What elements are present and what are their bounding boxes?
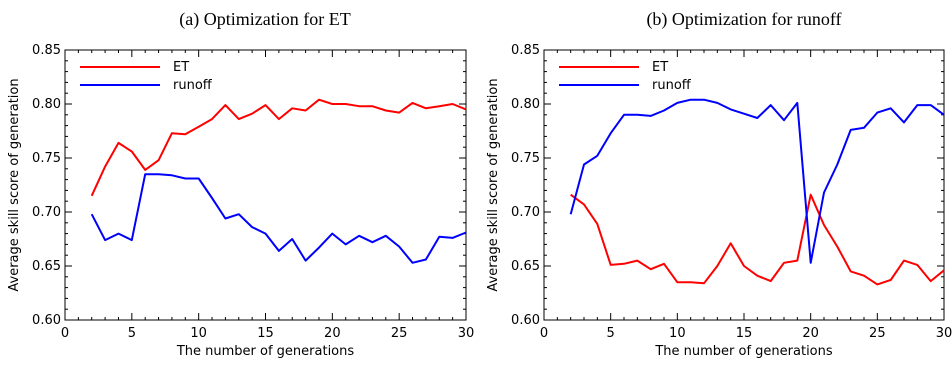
y-tick-label: 0.80 — [511, 97, 540, 112]
x-axis-label: The number of generations — [654, 344, 833, 359]
chart-title: (b) Optimization for runoff — [646, 9, 841, 30]
y-tick-label: 0.75 — [32, 151, 61, 166]
y-tick-label: 0.70 — [511, 205, 540, 220]
x-tick-label: 30 — [936, 326, 952, 341]
y-tick-label: 0.70 — [32, 205, 61, 220]
x-tick-label: 20 — [802, 326, 819, 341]
x-tick-label: 0 — [61, 326, 69, 341]
y-tick-label: 0.65 — [511, 259, 540, 274]
legend-label-runoff: runoff — [173, 78, 213, 93]
x-tick-label: 0 — [540, 326, 548, 341]
x-tick-label: 25 — [869, 326, 886, 341]
legend-label-et: ET — [173, 60, 189, 75]
y-tick-label: 0.65 — [32, 259, 61, 274]
series-line-runoff — [90, 173, 467, 264]
plot-frame — [543, 49, 945, 321]
y-axis-label: Average skill score of generation — [486, 78, 501, 291]
legend-label-et: ET — [652, 60, 668, 75]
legend-label-runoff: runoff — [652, 78, 692, 93]
x-tick-label: 10 — [190, 326, 207, 341]
x-tick-label: 10 — [669, 326, 686, 341]
x-axis-label: The number of generations — [176, 344, 355, 359]
plot-frame — [64, 49, 467, 321]
series-line-et — [570, 193, 945, 286]
y-tick-label: 0.80 — [32, 97, 61, 112]
chart-panel-b: (b) Optimization for runoff 0 5 10 15 20 25 30 0… — [486, 9, 952, 359]
x-tick-label: 25 — [391, 326, 408, 341]
y-axis-label: Average skill score of generation — [7, 78, 22, 291]
y-tick-label: 0.60 — [511, 313, 540, 328]
chart-panel-a: (a) Optimization for ET 0 5 10 15 20 25 30 0.60 0… — [7, 9, 474, 359]
x-tick-label: 15 — [257, 326, 274, 341]
y-tick-label: 0.75 — [511, 151, 540, 166]
x-tick-label: 5 — [607, 326, 615, 341]
x-tick-label: 15 — [736, 326, 753, 341]
y-tick-label: 0.60 — [32, 313, 61, 328]
x-tick-label: 5 — [128, 326, 136, 341]
x-tick-label: 30 — [458, 326, 475, 341]
series-line-runoff — [569, 98, 945, 264]
series-line-et — [90, 98, 467, 197]
y-tick-label: 0.85 — [32, 43, 61, 58]
y-tick-label: 0.85 — [511, 43, 540, 58]
chart-title: (a) Optimization for ET — [179, 9, 350, 30]
x-tick-label: 20 — [324, 326, 341, 341]
